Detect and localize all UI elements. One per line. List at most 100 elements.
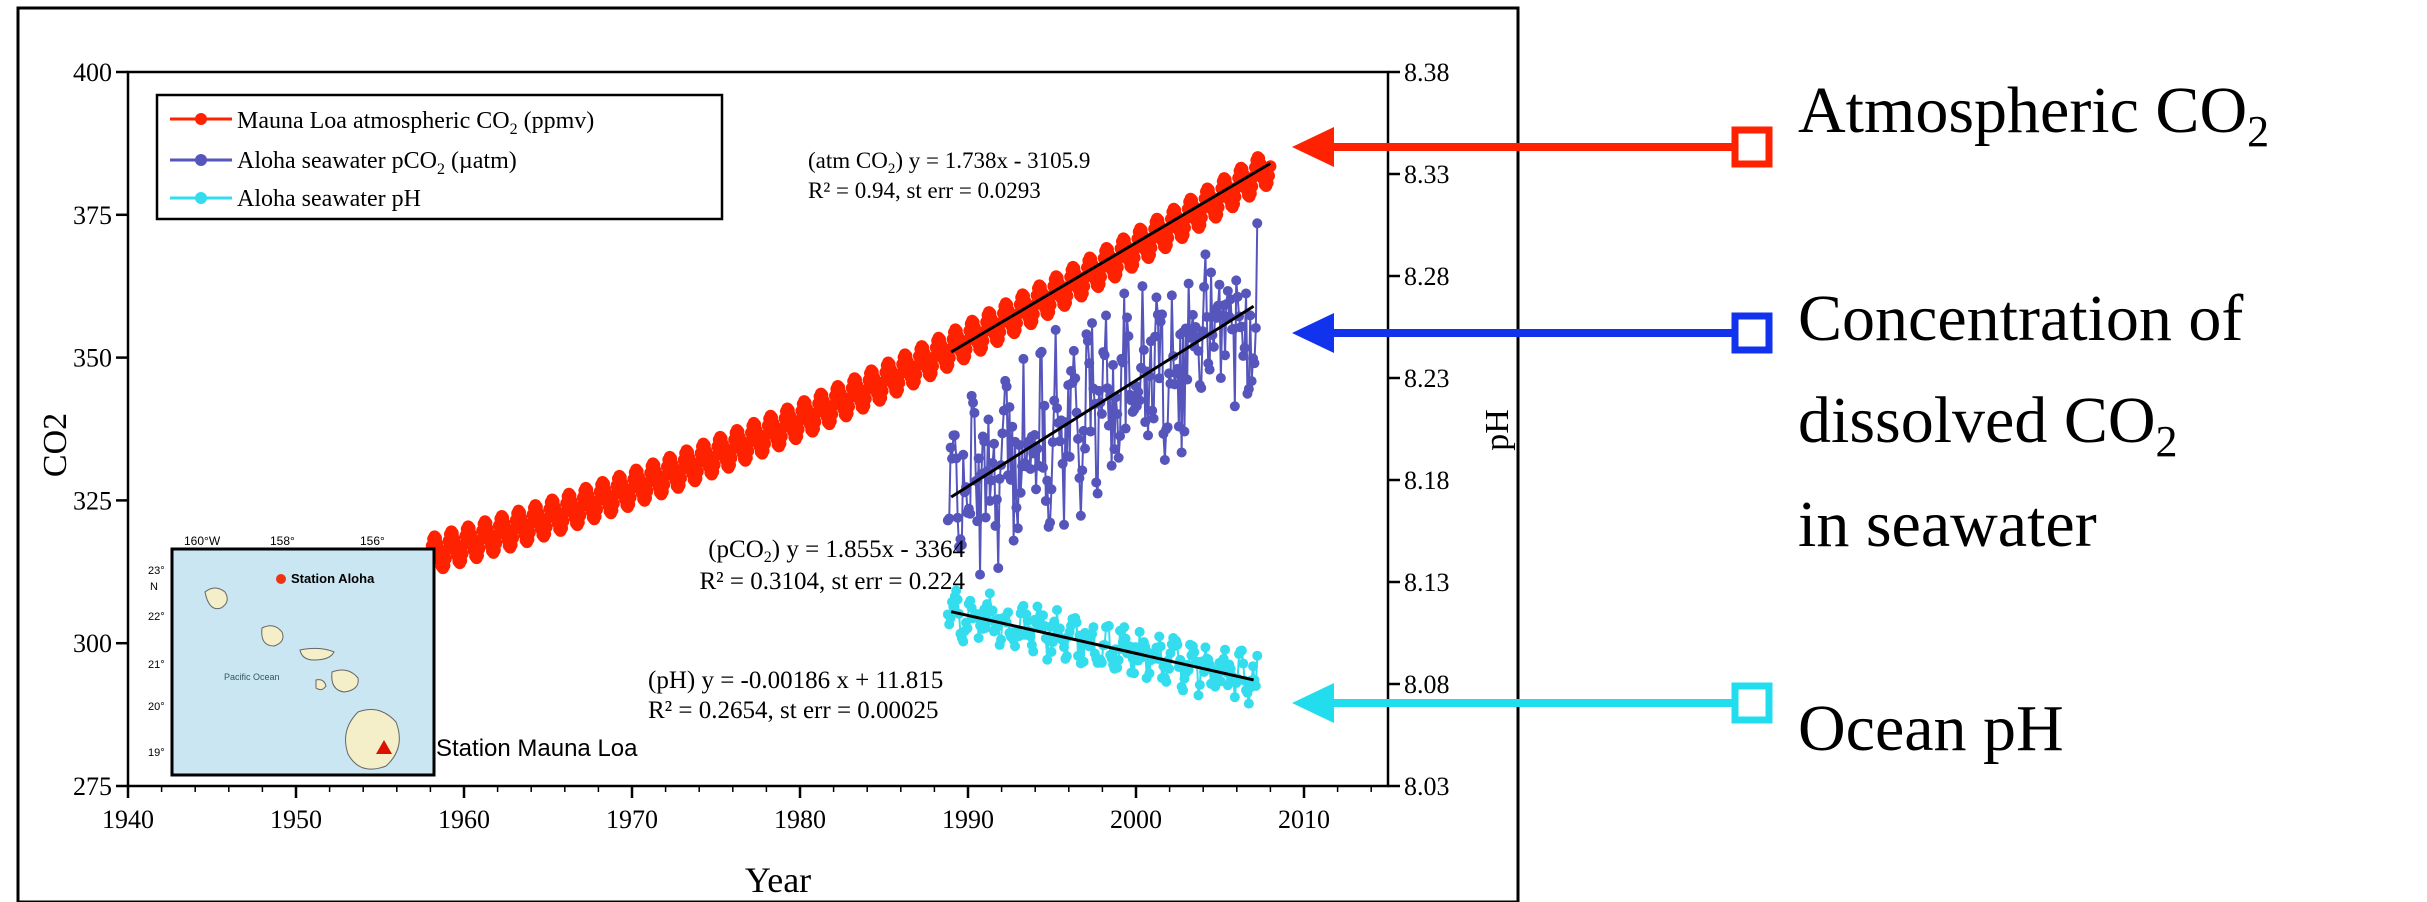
x-tick-label-4: 1980 — [774, 805, 826, 834]
pco2-point — [980, 512, 991, 523]
mauna-loa-point — [977, 334, 990, 347]
y2-tick-label-0: 8.03 — [1404, 772, 1450, 801]
pco2-point — [1066, 365, 1077, 376]
mauna-loa-point — [1162, 231, 1175, 244]
y2-tick-label-6: 8.33 — [1404, 160, 1450, 189]
y2-tick-label-4: 8.23 — [1404, 364, 1450, 393]
pco2-point — [1031, 484, 1042, 495]
x-tick-label-6: 2000 — [1110, 805, 1162, 834]
pco2-point — [1004, 402, 1015, 413]
pco2-point — [1001, 381, 1012, 392]
legend-marker-atm — [195, 113, 207, 125]
mauna-loa-point — [1246, 180, 1259, 193]
pco2-point — [1250, 322, 1261, 333]
ph-point — [1129, 668, 1140, 679]
station-mauna-loa-label: Station Mauna Loa — [436, 735, 638, 762]
island-lanai — [315, 679, 327, 691]
mauna-loa-point — [826, 408, 839, 421]
pco2-point — [1036, 346, 1047, 357]
callout-dissolved-box — [1731, 312, 1773, 354]
pco2-point — [1199, 281, 1210, 292]
mauna-loa-point — [742, 444, 755, 457]
ph-point — [1229, 692, 1240, 703]
pco2-point — [1245, 310, 1256, 321]
callout-dissolved-line1: Concentration of — [1798, 282, 2243, 355]
pco2-point — [1103, 420, 1114, 431]
mauna-loa-point — [759, 437, 771, 450]
callout-ph-box — [1731, 682, 1773, 724]
pco2-point — [1123, 331, 1134, 342]
pco2-point — [1082, 335, 1093, 346]
map-lat-label-1: 23° — [148, 565, 165, 577]
callout-atm: Atmospheric CO2 — [1292, 74, 2269, 168]
pco2-point — [1222, 285, 1233, 296]
legend-marker-ph — [195, 192, 207, 204]
ph-point — [1193, 690, 1204, 701]
pco2-point — [1025, 463, 1036, 474]
legend-box — [155, 93, 724, 221]
mauna-loa-point — [876, 384, 889, 397]
pco2-point — [1108, 359, 1119, 370]
pco2-point — [1137, 281, 1148, 292]
right-axis-ticks: 8.03 8.08 8.13 8.18 8.23 8.28 8.33 8.38 — [1388, 58, 1450, 801]
island-oahu — [261, 625, 284, 647]
ph-point — [973, 632, 984, 643]
pco2-point — [969, 407, 980, 418]
pco2-point — [1050, 324, 1061, 335]
mauna-loa-point — [1128, 251, 1141, 264]
pco2-point — [1138, 344, 1149, 355]
ph-point — [1028, 646, 1039, 657]
pco2-point — [990, 520, 1001, 531]
mauna-loa-point — [675, 472, 687, 485]
map-legend-text: Station Aloha — [291, 571, 375, 586]
ph-point — [1164, 663, 1175, 674]
ph-point — [952, 594, 963, 605]
station-aloha-marker-icon — [276, 574, 286, 584]
ph-point — [1200, 642, 1211, 653]
mauna-loa-point — [1078, 280, 1091, 293]
ph-point — [1078, 656, 1089, 667]
pco2-point — [1120, 423, 1131, 434]
pco2-point — [1140, 417, 1151, 428]
pco2-point — [993, 563, 1004, 574]
ph-point — [1248, 661, 1259, 672]
pco2-point — [1059, 519, 1070, 530]
callout-atm-box — [1731, 126, 1773, 168]
y-tick-label-2: 325 — [73, 486, 112, 515]
trend-line-0 — [950, 162, 1272, 354]
x-axis-title: Year — [745, 860, 811, 900]
ph-point — [958, 636, 969, 647]
callout-dissolved: Concentration of dissolved CO2 in seawat… — [1292, 282, 2243, 561]
pco2-point — [1148, 413, 1159, 424]
pco2-point — [1201, 312, 1212, 323]
ph-point — [1189, 647, 1200, 658]
x-tick-label-7: 2010 — [1278, 805, 1330, 834]
pco2-point — [1094, 385, 1105, 396]
pco2-regression-stats: R² = 0.3104, st err = 0.224 — [699, 568, 965, 595]
pco2-point — [949, 430, 960, 441]
ph-point — [1131, 642, 1142, 653]
ph-point — [1178, 685, 1189, 696]
legend-entry-pco2: Aloha seawater pCO2 (µatm) — [170, 148, 517, 178]
ph-point — [1049, 616, 1060, 627]
pco2-point — [1246, 376, 1257, 387]
mauna-loa-point — [927, 360, 939, 373]
pco2-point — [1172, 363, 1183, 374]
atm-regression-stats: R² = 0.94, st err = 0.0293 — [808, 178, 1041, 203]
mauna-loa-point — [1229, 190, 1242, 203]
ph-point — [1238, 658, 1249, 669]
pco2-point — [1241, 288, 1252, 299]
pco2-point — [1179, 426, 1190, 437]
ph-point — [1018, 600, 1029, 611]
pco2-point — [1183, 278, 1194, 289]
y-tick-label-1: 300 — [73, 629, 112, 658]
ph-point — [1220, 644, 1231, 655]
inset-map: 160°W 158° 156° 23° N 22° 21° 20° 19° St… — [148, 534, 436, 777]
mauna-loa-point — [775, 430, 788, 443]
x-tick-label-1: 1950 — [270, 805, 322, 834]
ph-point — [1243, 698, 1254, 709]
pco2-point — [1166, 290, 1177, 301]
ph-point — [987, 605, 998, 616]
pco2-point — [1159, 454, 1170, 465]
mauna-loa-point — [607, 497, 620, 510]
